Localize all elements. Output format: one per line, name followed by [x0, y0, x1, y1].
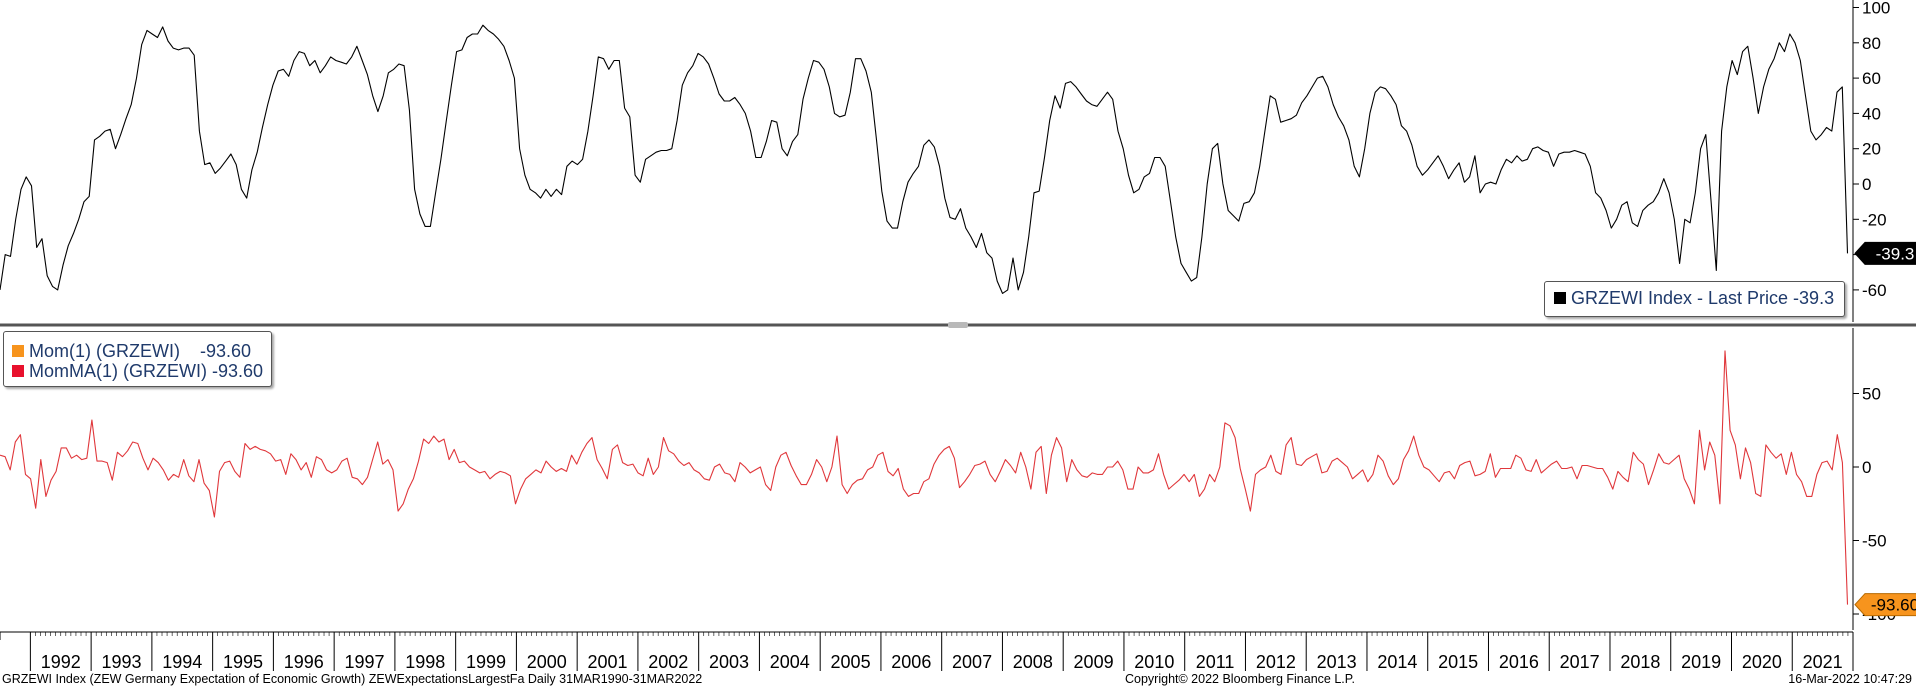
x-tick-label: 1992 [41, 652, 81, 672]
mom-series [0, 350, 1849, 605]
x-tick-label: 1999 [466, 652, 506, 672]
black-swatch-icon [1554, 292, 1566, 304]
footer-copyright: Copyright© 2022 Bloomberg Finance L.P. [1125, 672, 1355, 686]
red-swatch-icon [12, 365, 24, 377]
mom-legend-row: Mom(1) (GRZEWI) -93.60 [12, 341, 263, 361]
top-y-tick-label: 40 [1862, 104, 1881, 123]
x-tick-label: 2005 [831, 652, 871, 672]
top-y-tick-label: 20 [1862, 140, 1881, 159]
mom-last-label: -93.60 [1854, 593, 1916, 617]
footer-timestamp: 16-Mar-2022 10:47:29 [1788, 672, 1912, 686]
last-price-label: -39.3 [1854, 241, 1916, 265]
last-price-box [1854, 241, 1916, 265]
x-tick-label: 2018 [1620, 652, 1660, 672]
orange-swatch-icon [12, 345, 24, 357]
footer-description: GRZEWI Index (ZEW Germany Expectation of… [2, 672, 703, 686]
top-y-tick-label: 100 [1862, 0, 1890, 18]
top-y-tick-label: 60 [1862, 69, 1881, 88]
x-tick-label: 2008 [1013, 652, 1053, 672]
top-y-tick-label: 0 [1862, 175, 1871, 194]
x-tick-label: 2004 [770, 652, 810, 672]
x-tick-label: 2014 [1377, 652, 1417, 672]
bottom-y-tick-label: 0 [1862, 458, 1871, 477]
x-tick-label: 2017 [1560, 652, 1600, 672]
x-tick-label: 2021 [1803, 652, 1843, 672]
x-tick-label: 1993 [101, 652, 141, 672]
x-tick-label: 2003 [709, 652, 749, 672]
x-tick-label: 1996 [284, 652, 324, 672]
x-tick-label: 2011 [1196, 652, 1235, 672]
x-tick-label: 1998 [405, 652, 445, 672]
x-axis: 1992 1993 1994 1995 1996 1997 1998 1999 2000 2001… [0, 631, 1854, 672]
mom-line [0, 350, 1849, 605]
bottom-legend[interactable]: Mom(1) (GRZEWI) -93.60 MomMA(1) (GRZEWI)… [3, 331, 273, 387]
x-tick-label: 2016 [1499, 652, 1539, 672]
x-tick-label: 2019 [1681, 652, 1721, 672]
bottom-y-tick-label: 50 [1862, 385, 1881, 404]
momma-legend-label: MomMA(1) (GRZEWI) -93.60 [29, 360, 264, 381]
mom-legend-label: Mom(1) (GRZEWI) -93.60 [29, 340, 252, 361]
last-price-text: -39.3 [1876, 244, 1915, 263]
grzewi-index-series [0, 24, 1849, 294]
x-tick-label: 2009 [1074, 652, 1114, 672]
grzewi-index-line [0, 24, 1849, 294]
x-tick-label: 2000 [527, 652, 567, 672]
momma-legend-row: MomMA(1) (GRZEWI) -93.60 [12, 361, 263, 381]
top-y-tick-label: 80 [1862, 34, 1881, 53]
x-tick-label: 2007 [952, 652, 992, 672]
x-tick-label: 2015 [1438, 652, 1478, 672]
mom-last-box [1854, 593, 1916, 617]
x-tick-label: 2006 [891, 652, 931, 672]
x-tick-label: 2010 [1134, 652, 1174, 672]
top-y-tick-label: -60 [1862, 281, 1887, 300]
x-tick-label: 2020 [1742, 652, 1782, 672]
mom-last-text: -93.60 [1871, 596, 1916, 615]
x-tick-label: 2013 [1317, 652, 1357, 672]
x-tick-label: 2002 [648, 652, 688, 672]
top-legend[interactable]: GRZEWI Index - Last Price -39.3 [1544, 281, 1846, 317]
panel-resize-handle[interactable] [948, 322, 968, 328]
top-legend-row: GRZEWI Index - Last Price -39.3 [1554, 288, 1834, 308]
x-tick-label: 1997 [345, 652, 385, 672]
x-tick-label: 2012 [1256, 652, 1296, 672]
x-tick-label: 1995 [223, 652, 263, 672]
x-tick-label: 2001 [588, 652, 628, 672]
top-legend-label: GRZEWI Index - Last Price -39.3 [1571, 287, 1835, 308]
x-tick-label: 1994 [162, 652, 202, 672]
top-y-tick-label: -20 [1862, 210, 1887, 229]
bottom-y-tick-label: -50 [1862, 532, 1887, 551]
